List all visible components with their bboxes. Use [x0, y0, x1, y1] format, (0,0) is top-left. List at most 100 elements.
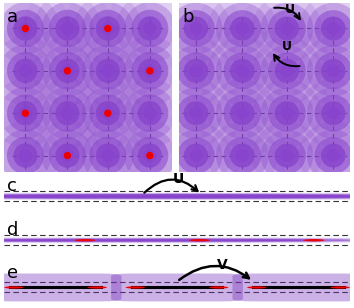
- Ellipse shape: [131, 137, 169, 174]
- FancyBboxPatch shape: [0, 274, 121, 302]
- Ellipse shape: [314, 10, 352, 47]
- Ellipse shape: [138, 101, 162, 125]
- Ellipse shape: [63, 0, 152, 74]
- Ellipse shape: [143, 64, 156, 77]
- Ellipse shape: [0, 194, 220, 199]
- Ellipse shape: [216, 87, 269, 139]
- Ellipse shape: [189, 107, 202, 120]
- Ellipse shape: [82, 45, 134, 97]
- Ellipse shape: [96, 101, 120, 125]
- Ellipse shape: [307, 87, 354, 139]
- Ellipse shape: [307, 45, 354, 97]
- Ellipse shape: [0, 194, 276, 199]
- Ellipse shape: [82, 87, 134, 140]
- Ellipse shape: [89, 137, 126, 174]
- Ellipse shape: [61, 64, 74, 77]
- Ellipse shape: [223, 10, 261, 47]
- Ellipse shape: [0, 36, 59, 106]
- Ellipse shape: [7, 137, 44, 174]
- Ellipse shape: [33, 79, 102, 148]
- Circle shape: [146, 152, 154, 159]
- Ellipse shape: [184, 101, 208, 125]
- Ellipse shape: [280, 22, 293, 35]
- Ellipse shape: [124, 129, 176, 182]
- Circle shape: [247, 286, 267, 289]
- Circle shape: [146, 67, 154, 75]
- Ellipse shape: [242, 27, 332, 115]
- Ellipse shape: [116, 36, 184, 106]
- Ellipse shape: [280, 149, 293, 162]
- Circle shape: [22, 109, 29, 117]
- Circle shape: [64, 67, 71, 75]
- Ellipse shape: [24, 237, 354, 243]
- Ellipse shape: [7, 193, 354, 200]
- Ellipse shape: [56, 194, 347, 198]
- Ellipse shape: [105, 68, 194, 158]
- Ellipse shape: [63, 111, 152, 201]
- Ellipse shape: [230, 59, 255, 83]
- Ellipse shape: [0, 239, 91, 241]
- Ellipse shape: [131, 52, 169, 90]
- Ellipse shape: [19, 149, 32, 162]
- Ellipse shape: [252, 122, 322, 189]
- Ellipse shape: [252, 79, 322, 147]
- Ellipse shape: [223, 137, 261, 174]
- Ellipse shape: [0, 193, 354, 200]
- Ellipse shape: [105, 111, 194, 201]
- Ellipse shape: [33, 121, 102, 190]
- Text: U: U: [173, 172, 184, 185]
- Ellipse shape: [64, 194, 354, 199]
- Ellipse shape: [261, 3, 313, 54]
- Circle shape: [22, 25, 29, 32]
- Ellipse shape: [74, 121, 142, 190]
- Circle shape: [4, 286, 24, 289]
- Ellipse shape: [298, 0, 354, 63]
- Ellipse shape: [0, 240, 62, 241]
- Ellipse shape: [49, 10, 86, 47]
- Ellipse shape: [0, 195, 96, 197]
- Ellipse shape: [279, 196, 352, 197]
- Ellipse shape: [133, 195, 269, 197]
- Text: U: U: [282, 40, 292, 53]
- Ellipse shape: [161, 0, 231, 63]
- Circle shape: [209, 286, 228, 289]
- Ellipse shape: [298, 37, 354, 105]
- Text: d: d: [7, 221, 18, 239]
- Ellipse shape: [138, 59, 162, 83]
- FancyBboxPatch shape: [233, 274, 354, 302]
- Ellipse shape: [0, 79, 59, 148]
- Ellipse shape: [0, 237, 354, 243]
- Ellipse shape: [111, 194, 354, 198]
- Ellipse shape: [63, 26, 152, 116]
- Ellipse shape: [197, 27, 287, 115]
- Ellipse shape: [150, 27, 241, 115]
- Ellipse shape: [212, 195, 354, 198]
- Ellipse shape: [288, 0, 354, 73]
- Ellipse shape: [138, 16, 162, 41]
- Ellipse shape: [82, 129, 134, 182]
- Ellipse shape: [121, 238, 354, 242]
- Ellipse shape: [261, 130, 313, 181]
- Ellipse shape: [101, 149, 114, 162]
- Ellipse shape: [13, 16, 38, 41]
- Ellipse shape: [0, 238, 207, 243]
- Ellipse shape: [41, 45, 93, 97]
- Ellipse shape: [280, 107, 293, 120]
- Ellipse shape: [105, 26, 194, 116]
- Ellipse shape: [150, 111, 241, 200]
- Ellipse shape: [242, 69, 332, 157]
- Ellipse shape: [189, 22, 202, 35]
- Ellipse shape: [321, 59, 346, 83]
- Ellipse shape: [96, 143, 120, 168]
- Ellipse shape: [38, 195, 246, 198]
- Ellipse shape: [170, 130, 222, 181]
- Ellipse shape: [242, 0, 332, 73]
- Text: e: e: [7, 264, 18, 282]
- Ellipse shape: [19, 22, 32, 35]
- Ellipse shape: [268, 95, 306, 132]
- Ellipse shape: [268, 137, 306, 174]
- Ellipse shape: [207, 79, 277, 147]
- Ellipse shape: [101, 22, 114, 35]
- Ellipse shape: [41, 129, 93, 182]
- Ellipse shape: [89, 10, 126, 47]
